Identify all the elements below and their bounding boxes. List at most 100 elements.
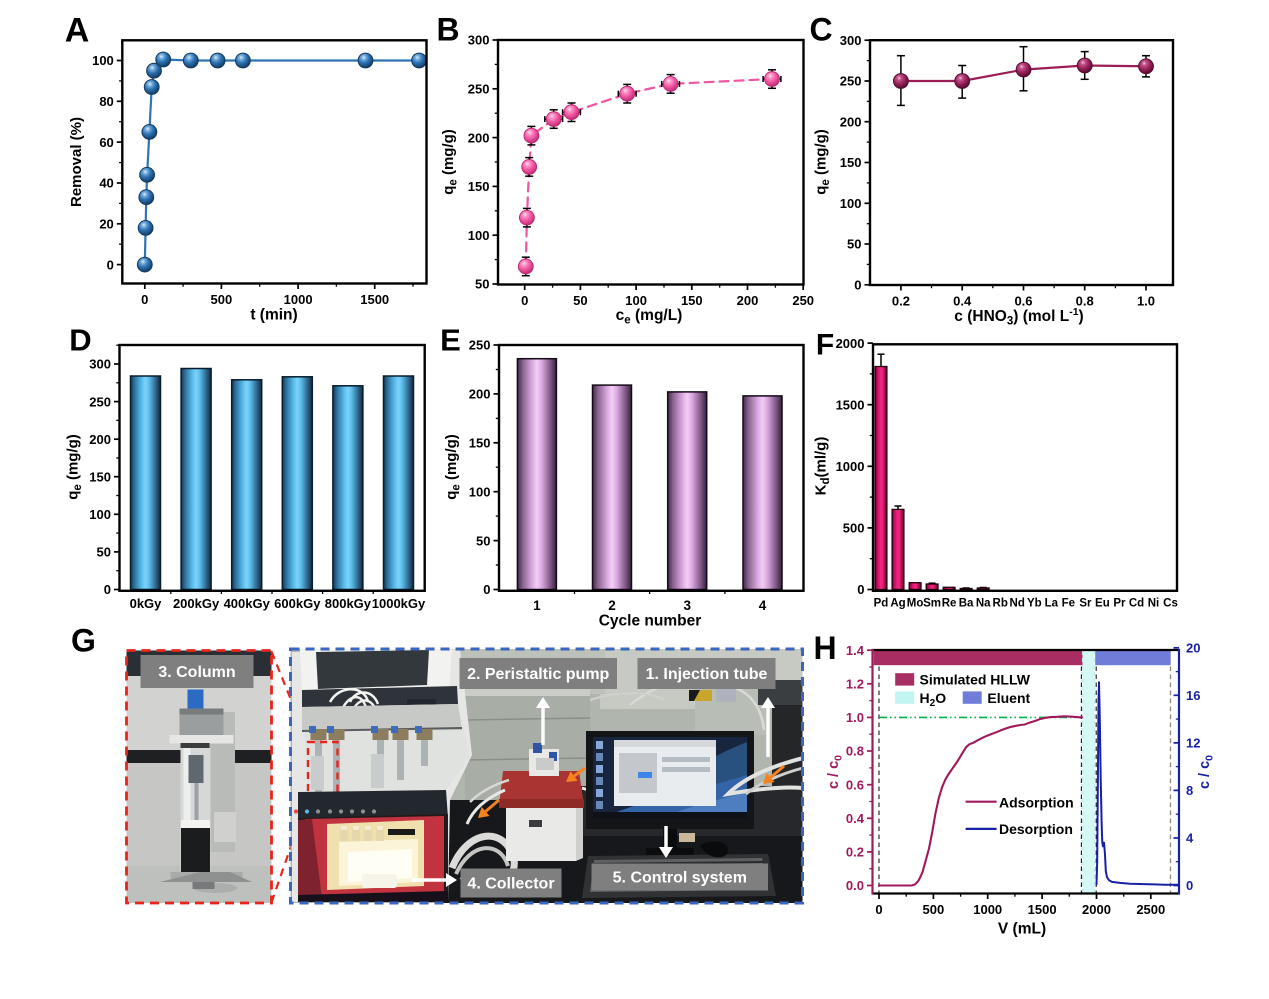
svg-text:1.0: 1.0: [1137, 294, 1155, 309]
svg-text:Adsorption: Adsorption: [999, 795, 1074, 811]
svg-text:50: 50: [475, 277, 489, 292]
svg-text:4. Collector: 4. Collector: [467, 876, 554, 893]
svg-text:2: 2: [608, 598, 616, 613]
svg-text:50: 50: [847, 237, 861, 252]
svg-text:H2O: H2O: [920, 690, 947, 709]
svg-text:800kGy: 800kGy: [325, 596, 372, 611]
svg-text:F: F: [816, 329, 834, 362]
svg-text:0.2: 0.2: [846, 845, 864, 860]
svg-text:Pr: Pr: [1113, 598, 1126, 610]
svg-text:Sr: Sr: [1079, 598, 1092, 610]
svg-text:0: 0: [141, 292, 148, 307]
svg-text:C: C: [809, 11, 832, 47]
svg-text:qe (mg/g): qe (mg/g): [65, 434, 85, 500]
svg-text:1.2: 1.2: [846, 677, 864, 692]
svg-text:4: 4: [1186, 831, 1194, 846]
svg-text:t (min): t (min): [250, 307, 297, 324]
svg-text:200: 200: [468, 130, 490, 145]
svg-text:150: 150: [89, 469, 111, 484]
svg-text:1000: 1000: [973, 902, 1002, 917]
svg-text:0: 0: [483, 582, 490, 597]
svg-text:La: La: [1045, 598, 1059, 610]
svg-text:V (mL): V (mL): [998, 921, 1046, 938]
svg-text:0: 0: [521, 293, 528, 308]
svg-text:0.0: 0.0: [846, 878, 864, 893]
svg-text:1000kGy: 1000kGy: [372, 596, 426, 611]
svg-text:G: G: [71, 623, 96, 659]
svg-text:80: 80: [99, 94, 113, 109]
svg-text:400kGy: 400kGy: [224, 596, 271, 611]
svg-text:qe (mg/g): qe (mg/g): [813, 129, 833, 195]
svg-text:Fe: Fe: [1062, 598, 1075, 610]
svg-text:1500: 1500: [360, 292, 389, 307]
svg-text:0.6: 0.6: [1014, 294, 1032, 309]
svg-text:20: 20: [1186, 641, 1200, 656]
svg-text:Eu: Eu: [1095, 598, 1110, 610]
svg-text:0.4: 0.4: [846, 811, 865, 826]
svg-text:300: 300: [840, 33, 862, 48]
svg-text:500: 500: [923, 902, 945, 917]
svg-text:A: A: [65, 11, 90, 49]
svg-text:200: 200: [89, 432, 111, 447]
svg-text:5. Control system: 5. Control system: [613, 870, 747, 887]
svg-text:1000: 1000: [284, 292, 313, 307]
svg-text:0: 0: [107, 257, 114, 272]
svg-text:Ni: Ni: [1148, 598, 1160, 610]
svg-text:150: 150: [469, 436, 491, 451]
svg-text:Cycle number: Cycle number: [599, 613, 702, 630]
svg-text:H: H: [813, 630, 836, 666]
svg-text:100: 100: [89, 507, 111, 522]
svg-text:Desorption: Desorption: [999, 821, 1073, 837]
svg-text:0.8: 0.8: [846, 744, 864, 759]
svg-text:200: 200: [469, 387, 491, 402]
svg-text:1: 1: [533, 598, 541, 613]
svg-text:3. Column: 3. Column: [158, 664, 235, 681]
svg-text:250: 250: [89, 394, 111, 409]
svg-text:250: 250: [840, 74, 862, 89]
svg-text:c / c0: c / c0: [826, 755, 845, 789]
svg-text:12: 12: [1186, 736, 1200, 751]
svg-text:Yb: Yb: [1027, 598, 1042, 610]
svg-text:Kd(ml/g): Kd(ml/g): [813, 437, 833, 496]
svg-text:100: 100: [468, 228, 490, 243]
svg-text:600kGy: 600kGy: [274, 596, 321, 611]
svg-text:40: 40: [99, 176, 113, 191]
svg-text:0: 0: [875, 902, 882, 917]
svg-text:500: 500: [211, 292, 233, 307]
svg-text:E: E: [440, 323, 461, 358]
svg-text:3: 3: [683, 598, 691, 613]
svg-text:c (HNO3) (mol L-1): c (HNO3) (mol L-1): [954, 306, 1083, 328]
svg-text:Sm: Sm: [923, 598, 941, 610]
svg-text:250: 250: [468, 82, 490, 97]
svg-text:1.4: 1.4: [846, 643, 865, 658]
svg-text:Na: Na: [976, 598, 991, 610]
svg-text:0.6: 0.6: [846, 777, 864, 792]
svg-text:50: 50: [97, 545, 111, 560]
svg-text:0.2: 0.2: [892, 294, 910, 309]
svg-text:150: 150: [840, 155, 862, 170]
svg-text:1.0: 1.0: [846, 710, 864, 725]
svg-text:c / c0: c / c0: [1197, 755, 1216, 789]
svg-text:0: 0: [104, 582, 111, 597]
svg-text:Rb: Rb: [993, 598, 1008, 610]
svg-text:100: 100: [840, 196, 862, 211]
svg-text:150: 150: [681, 293, 703, 308]
svg-text:Ba: Ba: [959, 598, 974, 610]
svg-text:60: 60: [99, 135, 113, 150]
svg-text:Pd: Pd: [874, 598, 889, 610]
svg-text:qe (mg/g): qe (mg/g): [440, 129, 460, 195]
svg-text:50: 50: [476, 533, 490, 548]
svg-text:0.4: 0.4: [953, 294, 972, 309]
svg-text:200kGy: 200kGy: [173, 596, 220, 611]
svg-text:0: 0: [857, 582, 864, 597]
svg-text:300: 300: [468, 33, 490, 48]
svg-text:Ag: Ag: [890, 598, 905, 610]
svg-text:0: 0: [1186, 878, 1193, 893]
svg-text:50: 50: [573, 293, 587, 308]
svg-text:Removal (%): Removal (%): [68, 117, 85, 207]
svg-text:300: 300: [89, 357, 111, 372]
svg-text:Cs: Cs: [1163, 598, 1178, 610]
svg-text:qe (mg/g): qe (mg/g): [443, 434, 463, 500]
svg-text:250: 250: [469, 338, 491, 353]
svg-text:1. Injection tube: 1. Injection tube: [646, 666, 768, 683]
